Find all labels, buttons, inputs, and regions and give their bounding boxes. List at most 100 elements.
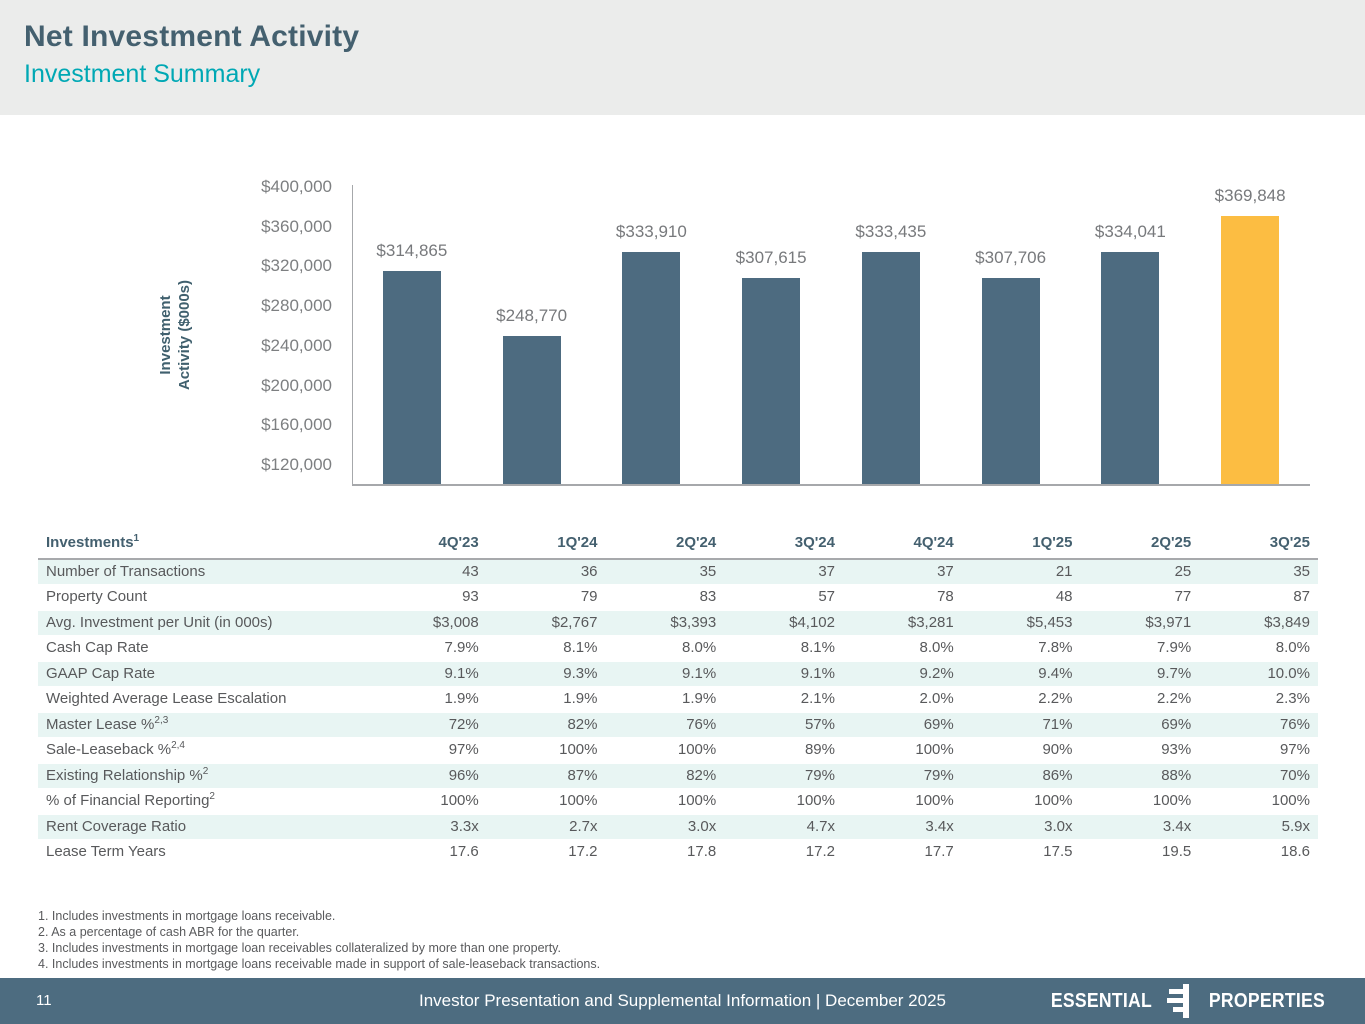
cell-value: 3.0x <box>687 817 717 835</box>
cell-value: 1.9% <box>444 690 479 707</box>
table-row: Weighted Average Lease Escalation 1.9% 1.9… <box>38 686 1318 713</box>
row-label: Weighted Average Lease Escalation <box>46 690 287 707</box>
cell-value: 9.1% <box>800 664 835 682</box>
cell-value: 82% <box>567 715 598 733</box>
row-label: Number of Transactions <box>46 562 206 580</box>
bar-2Q'25 <box>1101 251 1160 484</box>
logo-text-essential: ESSENTIAL <box>1051 989 1153 1012</box>
cell-value: 100% <box>915 741 954 758</box>
bar-3Q'25 <box>1221 215 1280 484</box>
cell-value: 77 <box>1174 588 1192 605</box>
cell-value: 8.1% <box>800 639 835 656</box>
cell-value: $5,453 <box>1026 613 1073 631</box>
cell-value: 9.7% <box>1157 664 1192 682</box>
cell-value: 37 <box>818 562 835 580</box>
column-header: 4Q'24 <box>843 531 962 560</box>
cell-value: $3,971 <box>1145 613 1192 631</box>
page-title: Net Investment Activity <box>24 20 360 53</box>
bar-value-label: $248,770 <box>496 306 568 326</box>
essential-properties-logo-icon <box>1167 984 1193 1018</box>
row-label: % of Financial Reporting2 <box>46 791 215 810</box>
column-header: 2Q'25 <box>1080 531 1200 560</box>
y-tick-label: $160,000 <box>261 415 332 435</box>
logo-text-properties: PROPERTIES <box>1208 989 1326 1012</box>
cell-value: 17.2 <box>568 843 598 860</box>
y-tick-label: $240,000 <box>261 335 332 355</box>
cell-value: 17.2 <box>805 843 835 860</box>
table-row: Property Count 93 79 83 57 78 48 77 87 <box>38 584 1318 611</box>
y-tick-label: $400,000 <box>261 177 332 196</box>
cell-value: 72% <box>448 715 479 733</box>
cell-value: 7.9% <box>444 639 479 656</box>
page-subtitle: Investment Summary <box>24 60 261 88</box>
table-row: Lease Term Years 17.6 17.2 17.8 17.2 17.7 17.5… <box>38 839 1318 865</box>
cell-value: 9.1% <box>682 664 717 682</box>
row-label: Existing Relationship %2 <box>46 765 209 784</box>
cell-value: 79% <box>923 766 954 784</box>
footnotes: 1. Includes investments in mortgage loan… <box>38 908 600 972</box>
table-row: % of Financial Reporting2 100% 100% 100% 100… <box>38 788 1318 815</box>
cell-value: $3,281 <box>907 613 954 631</box>
cell-value: 9.3% <box>563 664 598 682</box>
cell-value: 100% <box>796 792 835 809</box>
row-label: Lease Term Years <box>46 843 166 860</box>
cell-value: 7.9% <box>1157 639 1192 656</box>
cell-value: 36 <box>580 562 598 580</box>
cell-value: 2.2% <box>1038 690 1073 707</box>
row-label: GAAP Cap Rate <box>46 664 155 682</box>
cell-value: 93% <box>1161 741 1192 758</box>
bar-value-label: $333,435 <box>855 222 927 242</box>
column-header: 1Q'25 <box>961 531 1081 560</box>
table-row: Rent Coverage Ratio 3.3x 2.7x 3.0x 4.7x 3.4x 3… <box>38 814 1318 840</box>
cell-value: 2.1% <box>800 690 835 707</box>
bar-value-label: $314,865 <box>376 240 448 260</box>
y-tick-label: $320,000 <box>261 256 332 276</box>
cell-value: 25 <box>1174 562 1192 580</box>
cell-value: $3,849 <box>1264 613 1310 631</box>
row-label: Avg. Investment per Unit (in 000s) <box>46 613 273 631</box>
cell-value: 82% <box>686 766 717 784</box>
table-row: Sale-Leaseback %2,4 97% 100% 100% 89% 100% 90%… <box>38 737 1318 764</box>
cell-value: 37 <box>937 562 954 580</box>
cell-value: 83 <box>699 588 717 605</box>
y-tick-label: $120,000 <box>261 455 332 475</box>
cell-value: 1.9% <box>682 690 717 707</box>
bar-value-label: $307,706 <box>975 247 1047 267</box>
company-logo: ESSENTIAL PROPERTIES <box>1044 984 1333 1018</box>
bar-value-label: $334,041 <box>1094 221 1166 241</box>
cell-value: 1.9% <box>563 690 598 707</box>
cell-value: 48 <box>1055 588 1073 605</box>
cell-value: $4,102 <box>789 613 835 631</box>
bar-4Q'24 <box>861 252 920 484</box>
cell-value: 3.4x <box>1162 817 1192 835</box>
cell-value: 18.6 <box>1280 843 1310 860</box>
bar-2Q'24 <box>622 251 681 484</box>
column-header: 2Q'24 <box>605 531 725 560</box>
column-header: 3Q'24 <box>724 531 843 560</box>
page-number: 11 <box>36 992 52 1009</box>
cell-value: 76% <box>1279 715 1310 733</box>
footnote: 2. As a percentage of cash ABR for the q… <box>38 925 300 939</box>
cell-value: 2.2% <box>1157 690 1192 707</box>
cell-value: 76% <box>686 715 717 733</box>
row-label: Cash Cap Rate <box>46 639 149 656</box>
table-row: Master Lease %2,3 72% 82% 76% 57% 69% 71% 69% 76… <box>38 712 1318 738</box>
cell-value: 100% <box>677 741 717 758</box>
investments-table-wrap: Investments1 4Q'23 1Q'24 2Q'24 3Q'24 4Q'24 1Q… <box>38 531 1318 865</box>
cell-value: 100% <box>677 792 717 809</box>
table-row: Number of Transactions 43 36 35 37 37 21 25 35 <box>38 558 1318 585</box>
cell-value: 19.5 <box>1162 843 1192 860</box>
y-axis-title: Investment Activity ($000s) <box>152 186 198 484</box>
cell-value: 21 <box>1055 562 1073 580</box>
cell-value: 2.0% <box>919 690 954 707</box>
cell-value: 2.3% <box>1275 690 1310 707</box>
cell-value: 93 <box>462 588 479 605</box>
cell-value: 96% <box>448 766 479 784</box>
cell-value: 9.4% <box>1038 664 1073 682</box>
row-label: Rent Coverage Ratio <box>46 817 187 835</box>
row-label: Master Lease %2,3 <box>46 714 169 733</box>
bar-1Q'24 <box>502 336 561 484</box>
footnote: 1. Includes investments in mortgage loan… <box>38 909 336 923</box>
cell-value: 17.6 <box>449 843 479 860</box>
cell-value: 3.4x <box>925 817 954 835</box>
